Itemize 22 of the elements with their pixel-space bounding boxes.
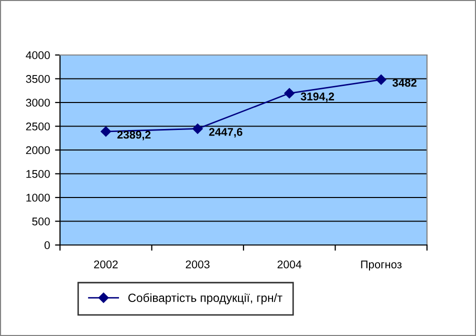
- y-tick-label: 1000: [26, 194, 50, 202]
- point: [100, 126, 111, 137]
- x-tick-label: 2002: [94, 260, 118, 268]
- point: [376, 74, 386, 85]
- legend-label: Собівартість продукції, грн/т: [128, 293, 282, 304]
- data-label: 2447,6: [209, 128, 242, 138]
- data-label: 2389,2: [117, 130, 151, 140]
- y-tick-label: 3000: [26, 98, 50, 107]
- x-tick-label: Прогноз: [361, 260, 402, 271]
- y-tick-label: 2500: [26, 122, 50, 130]
- point: [192, 124, 203, 134]
- y-tick-label: 4000: [26, 51, 50, 60]
- data-label: 3482: [392, 78, 417, 87]
- y-tick-label: 500: [32, 218, 50, 226]
- y-tick-label: 0: [44, 241, 50, 250]
- y-tick-label: 2000: [26, 146, 50, 154]
- point: [284, 88, 294, 98]
- x-tick-label: 2004: [278, 260, 302, 268]
- data-label: 3194,2: [300, 92, 334, 102]
- y-tick-label: 3500: [26, 75, 50, 83]
- x-tick-label: 2003: [186, 260, 210, 268]
- y-tick-label: 1500: [26, 170, 50, 178]
